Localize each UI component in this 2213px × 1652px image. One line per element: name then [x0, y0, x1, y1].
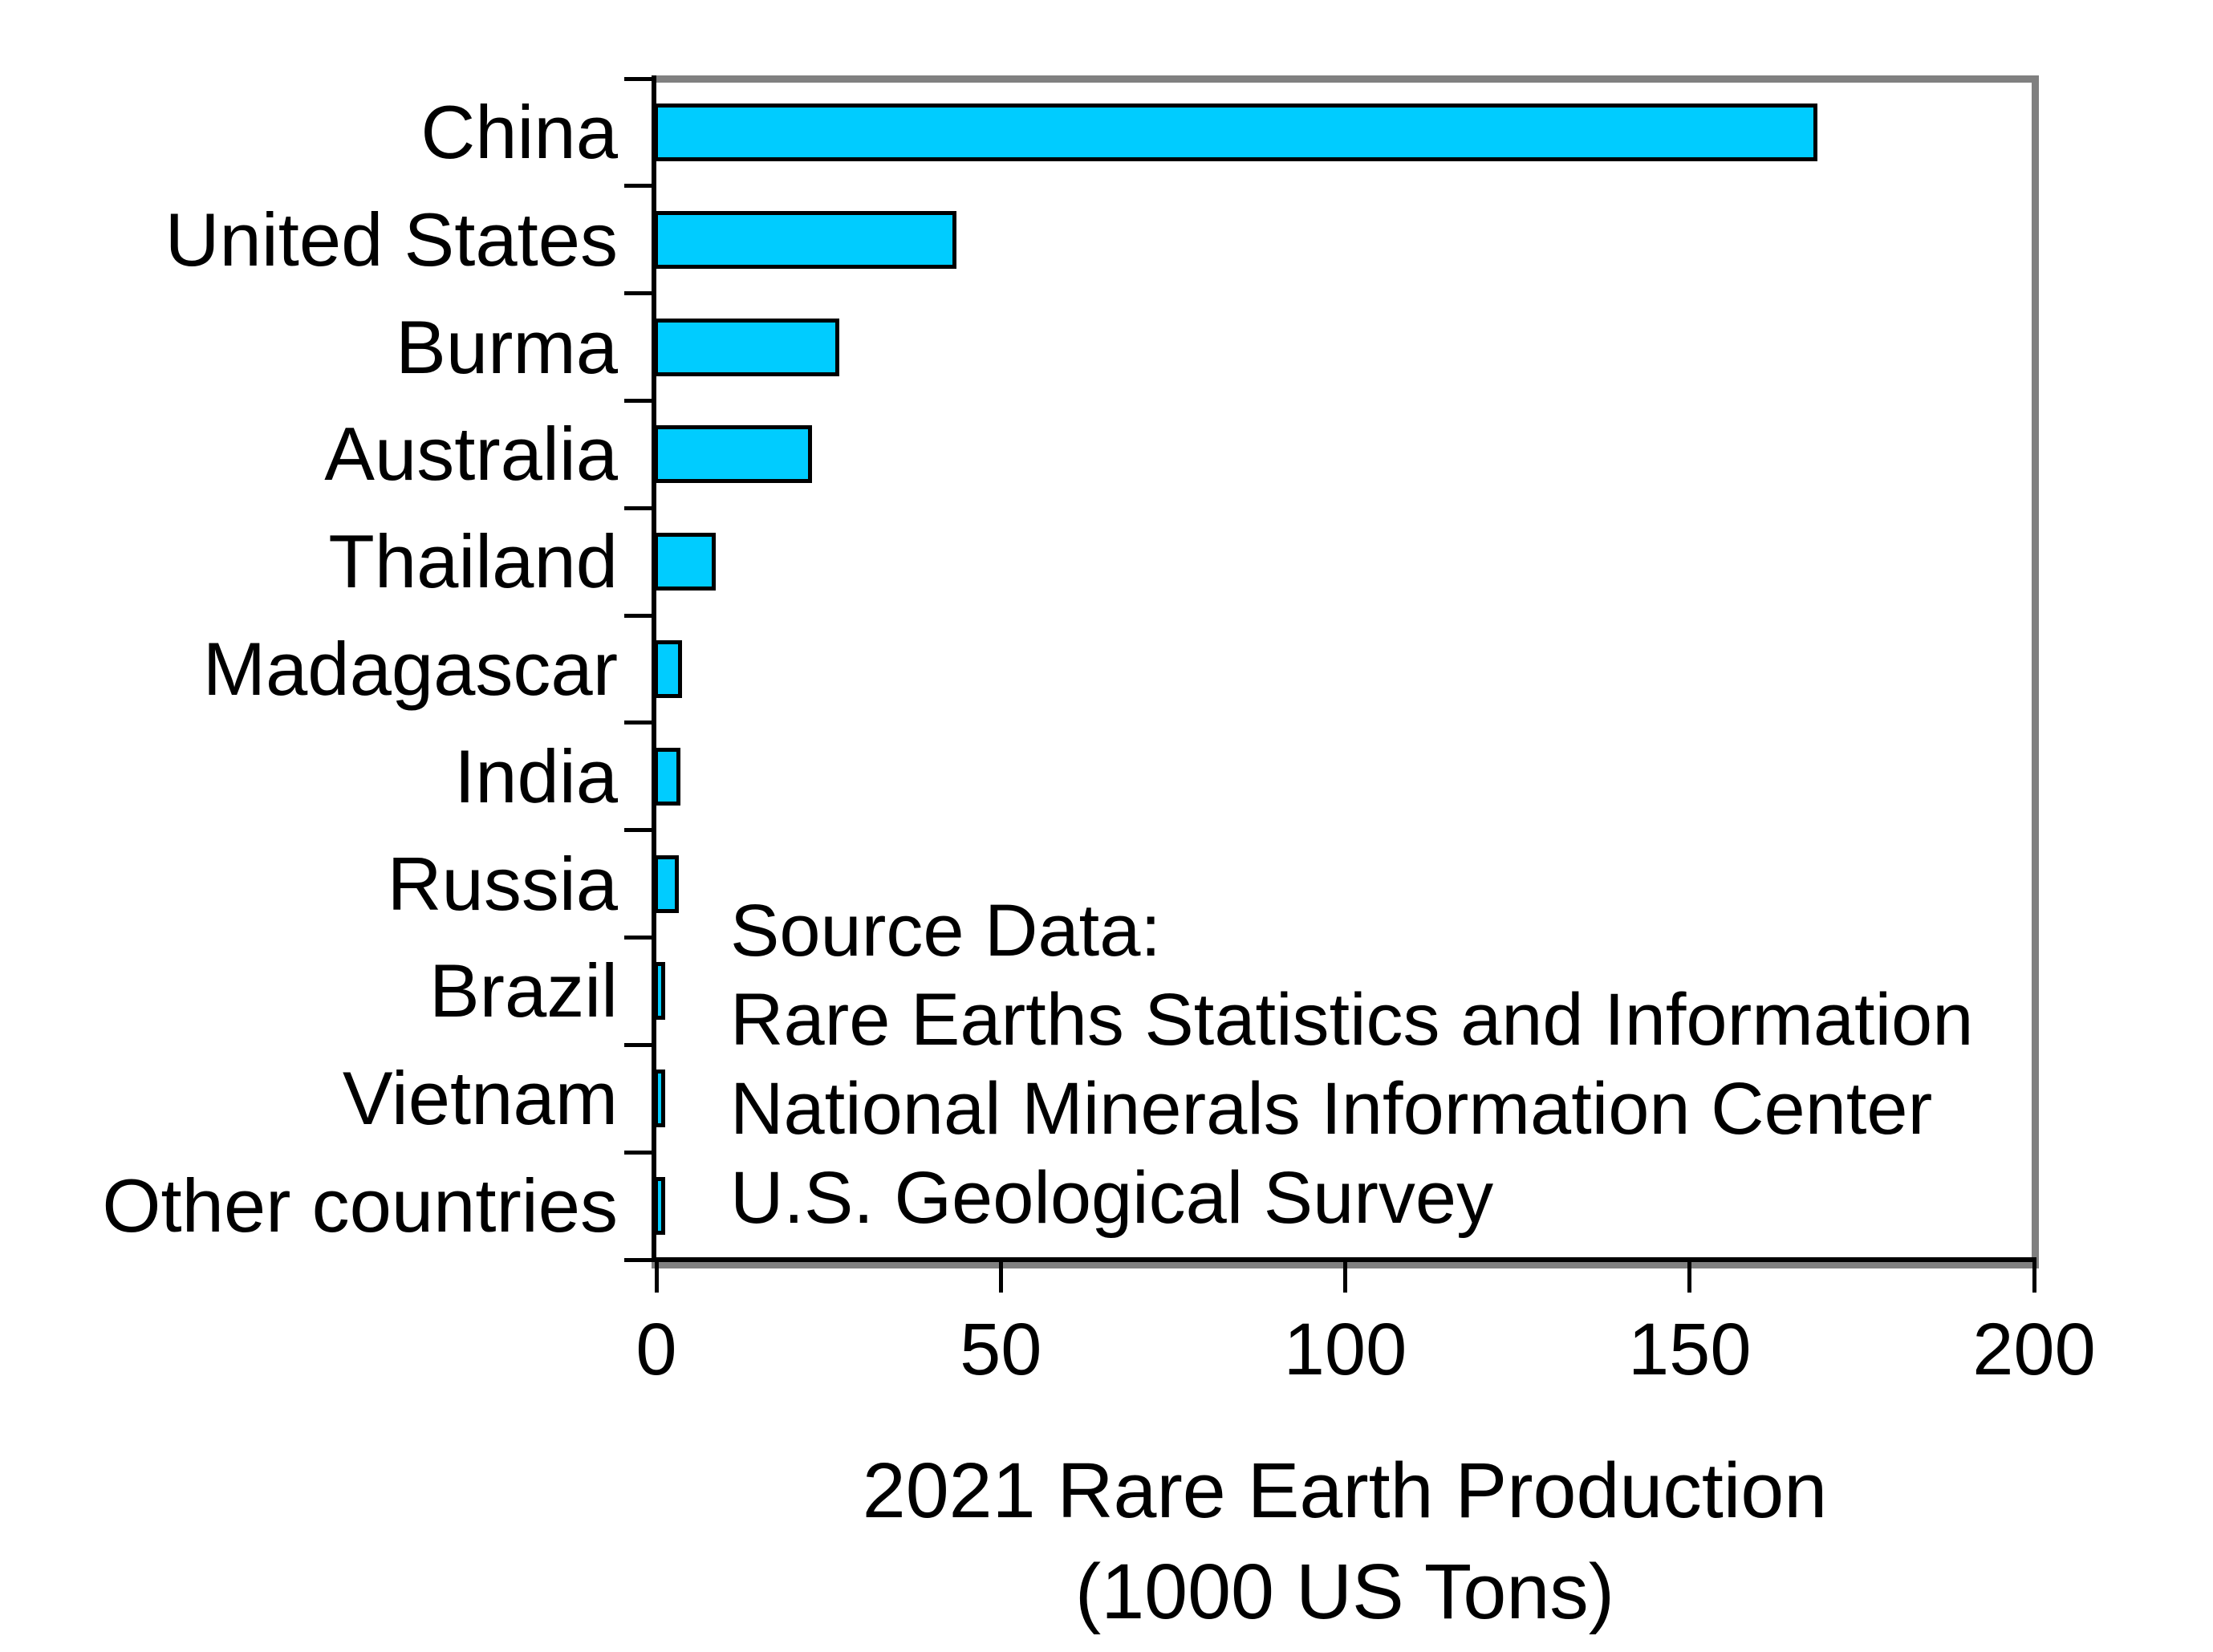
y-axis-tick [624, 184, 656, 189]
y-axis-tick [624, 1150, 656, 1155]
plot-frame-right [2032, 75, 2039, 1268]
category-label-brazil: Brazil [428, 948, 618, 1033]
source-note-line: Rare Earths Statistics and Information [730, 979, 1974, 1061]
x-axis-tick [1343, 1262, 1347, 1293]
y-axis-tick [624, 936, 656, 940]
x-axis-tick [1687, 1262, 1692, 1293]
bar-australia [654, 425, 812, 484]
bar-brazil [654, 962, 665, 1021]
source-note: Source Data: Rare Earths Statistics and … [730, 887, 1973, 1243]
category-label-australia: Australia [324, 412, 618, 497]
x-tick-label: 50 [960, 1309, 1042, 1390]
bar-madagascar [654, 640, 683, 698]
bar-vietnam [654, 1070, 665, 1128]
y-axis-tick [624, 1257, 656, 1262]
y-axis-tick [624, 505, 656, 510]
x-axis-line [652, 1257, 2036, 1262]
bar-thailand [654, 533, 716, 591]
y-axis-tick [624, 291, 656, 296]
category-label-united-states: United States [164, 197, 618, 282]
source-note-line: National Minerals Information Center [730, 1068, 1933, 1150]
y-axis-tick [624, 828, 656, 833]
y-axis-tick [624, 76, 656, 81]
x-tick-label: 150 [1628, 1309, 1752, 1390]
x-tick-label: 200 [1972, 1309, 2096, 1390]
x-tick-label: 0 [635, 1309, 677, 1390]
x-axis-tick [998, 1262, 1003, 1293]
x-axis-tick [2032, 1262, 2036, 1293]
y-axis-tick [624, 613, 656, 618]
category-label-china: China [420, 89, 618, 174]
category-label-thailand: Thailand [328, 519, 618, 604]
category-label-burma: Burma [396, 304, 618, 389]
x-axis-title-line-2: (1000 US Tons) [1074, 1548, 1615, 1635]
x-axis-tick [654, 1262, 659, 1293]
bar-russia [654, 854, 680, 913]
category-label-other-countries: Other countries [102, 1163, 618, 1248]
plot-frame-top [652, 75, 2039, 83]
category-label-russia: Russia [387, 841, 618, 926]
y-axis-tick [624, 720, 656, 725]
x-axis-title: 2021 Rare Earth Production (1000 US Tons… [542, 1440, 2147, 1642]
bar-china [654, 103, 1818, 161]
x-tick-label: 100 [1283, 1309, 1407, 1390]
bar-united-states [654, 210, 957, 269]
category-label-vietnam: Vietnam [342, 1056, 618, 1141]
x-axis-title-line-1: 2021 Rare Earth Production [862, 1447, 1828, 1534]
y-axis-tick [624, 398, 656, 403]
bar-burma [654, 318, 840, 376]
source-note-line: Source Data: [730, 890, 1161, 972]
y-axis-tick [624, 1042, 656, 1047]
source-note-line: U.S. Geological Survey [730, 1157, 1494, 1239]
bar-other-countries [654, 1177, 665, 1236]
category-label-india: India [454, 733, 618, 818]
category-label-madagascar: Madagascar [202, 627, 618, 711]
bar-india [654, 747, 680, 806]
